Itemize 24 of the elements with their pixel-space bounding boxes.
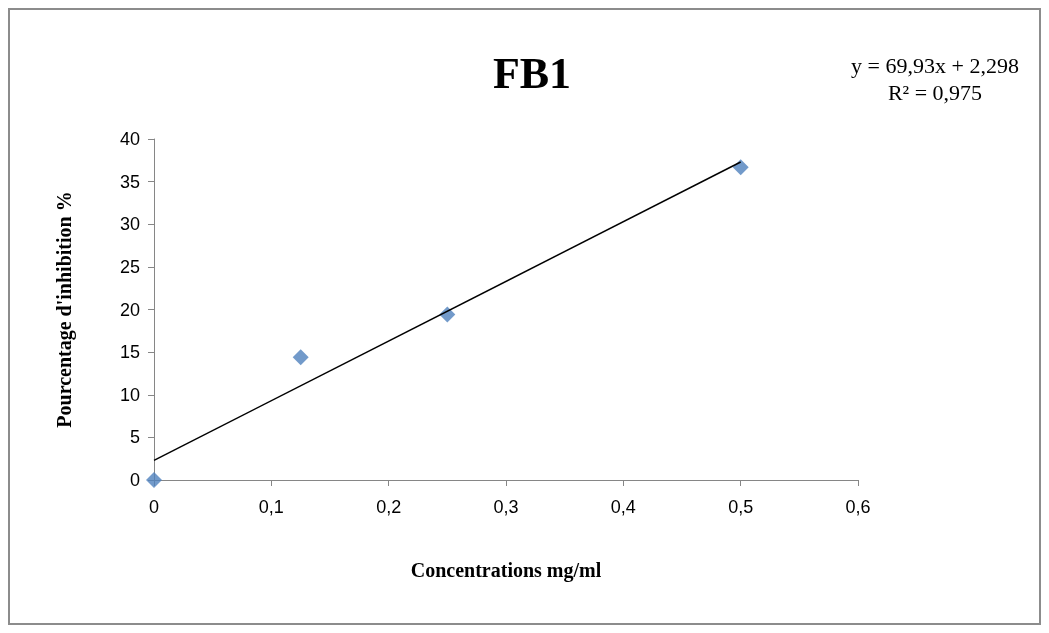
- y-tick-label: 10: [119, 384, 140, 405]
- y-tick-label: 15: [119, 342, 140, 363]
- y-tick-label: 5: [129, 427, 140, 448]
- y-tick-label: 40: [119, 129, 140, 149]
- x-tick-label: 0,5: [728, 497, 754, 517]
- point: [732, 159, 749, 176]
- x-tick-label: 0,4: [610, 497, 636, 517]
- point: [146, 472, 162, 488]
- x-tick-label: 0,2: [376, 497, 402, 517]
- x-tick-label: 0,6: [845, 497, 871, 517]
- text: R² = 0,975: [887, 79, 983, 105]
- y-tick-label: 25: [119, 256, 140, 277]
- y-tick-label: 0: [129, 470, 140, 490]
- y-axis-title: Pourcentage d'inhibition %: [53, 191, 76, 428]
- y-tick-label: 20: [119, 299, 140, 320]
- x-tick-label: 0,1: [258, 497, 284, 517]
- x-tick-label: 0,3: [493, 497, 519, 517]
- x-axis-title: Concentrations mg/ml: [410, 559, 602, 582]
- y-tick-label: 30: [119, 214, 140, 235]
- point: [292, 349, 309, 366]
- text: y = 69,93x + 2,298: [851, 52, 1019, 78]
- y-tick-label: 35: [119, 171, 140, 192]
- chart-title: FB1: [492, 48, 572, 98]
- x-tick-label: 0: [148, 497, 160, 517]
